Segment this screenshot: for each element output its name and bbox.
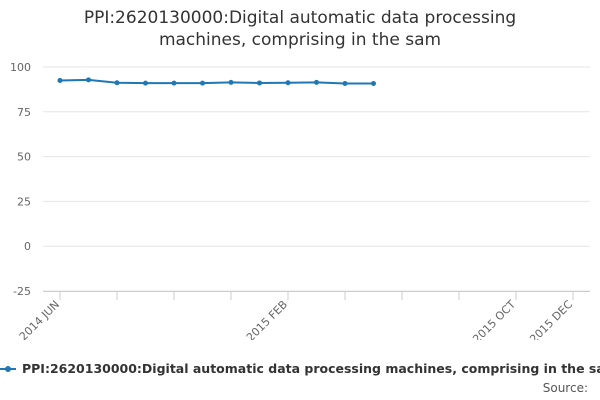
data-point <box>200 80 205 86</box>
data-point <box>257 80 262 86</box>
data-point <box>342 80 348 86</box>
gridlines <box>43 66 590 292</box>
y-tick-label: -25 <box>13 285 31 298</box>
y-tick-label: 25 <box>17 195 31 208</box>
x-tick-label: 2015 FEB <box>244 298 290 340</box>
series-group <box>57 77 376 86</box>
chart-title-line-1: PPI:2620130000:Digital automatic data pr… <box>83 8 517 28</box>
x-tick-label: 2015 DEC <box>527 298 575 340</box>
legend-swatch <box>0 364 16 374</box>
data-point <box>114 80 120 86</box>
line-chart: 2014 JUN 2015 FEB 2015 OCT 2015 DEC 100 75 50… <box>10 61 590 340</box>
chart-title-line-2: machines, comprising in the sam <box>158 30 442 50</box>
y-tick-label: 0 <box>24 240 31 253</box>
x-axis: 2014 JUN 2015 FEB 2015 OCT 2015 DEC <box>17 291 590 340</box>
y-tick-label: 50 <box>17 151 31 164</box>
x-tick-label: 2014 JUN <box>17 298 62 340</box>
y-axis: 100 75 50 25 0 -25 <box>10 61 31 298</box>
data-point <box>371 80 376 86</box>
data-point <box>314 79 319 85</box>
x-tick-label: 2015 OCT <box>470 298 518 340</box>
legend[interactable]: PPI:2620130000:Digital automatic data pr… <box>0 360 600 380</box>
data-point <box>285 80 291 86</box>
y-tick-label: 75 <box>17 106 31 119</box>
legend-label: PPI:2620130000:Digital automatic data pr… <box>21 361 600 376</box>
series-line <box>59 78 374 85</box>
data-point <box>86 77 91 83</box>
data-point <box>171 80 177 86</box>
chart-title: PPI:2620130000:Digital automatic data pr… <box>40 7 560 51</box>
data-point <box>143 80 148 86</box>
y-tick-label: 100 <box>10 61 31 74</box>
source-label: Source: <box>542 381 588 395</box>
data-point <box>57 77 63 83</box>
data-point <box>228 79 234 85</box>
